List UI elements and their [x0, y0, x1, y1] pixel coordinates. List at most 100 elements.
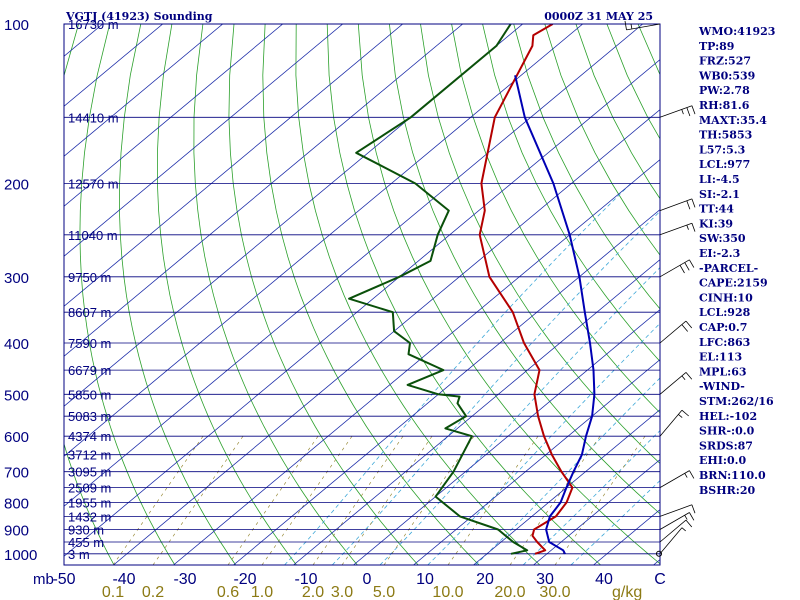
sounding-index: CAP:0.7: [699, 321, 747, 334]
isotherm-line: [64, 24, 283, 207]
mixing-ratio-tick-label: 1.0: [251, 584, 273, 600]
sounding-index: -WIND-: [699, 380, 745, 393]
isotherm-line: [233, 209, 660, 565]
height-label: 8607 m: [68, 305, 111, 320]
dry-adiabat-line: [262, 24, 480, 565]
height-label: 455 m: [68, 535, 104, 550]
sounding-index: KI:39: [699, 217, 733, 230]
pressure-tick-label: 1000: [4, 547, 37, 564]
sounding-index: EI:-2.3: [699, 247, 740, 260]
sounding-index: RH:81.6: [699, 99, 750, 112]
sounding-index: LFC:863: [699, 336, 750, 349]
sounding-index: SI:-2.1: [699, 188, 740, 201]
height-label: 16730 m: [68, 17, 119, 32]
isotherm-line: [533, 459, 660, 565]
isotherm-line: [413, 359, 660, 565]
sounding-index: SHR-:0.0: [699, 425, 755, 438]
sounding-index: LCL:977: [699, 158, 750, 171]
sounding-index: MAXT:35.4: [699, 114, 767, 127]
dry-adiabat-line: [420, 24, 660, 464]
dry-adiabat-line: [228, 24, 419, 565]
temperature-tick-label: 0: [363, 571, 372, 588]
wind-barb-staff: [659, 222, 693, 236]
wind-barb-flag: [686, 200, 691, 210]
mixing-ratio-line: [383, 436, 475, 565]
dry-adiabat-line: [64, 24, 115, 565]
temperature-tick-label: 20: [476, 571, 494, 588]
mixing-ratio-line: [341, 436, 433, 565]
dry-adiabat-line: [156, 24, 297, 565]
sounding-index: BRN:110.0: [699, 469, 766, 482]
height-label: 1432 m: [68, 509, 111, 524]
dry-adiabat-line: [513, 24, 660, 310]
sounding-index: SW:350: [699, 232, 746, 245]
wind-barb-flag: [686, 107, 691, 117]
sounding-index: LCL:928: [699, 306, 751, 319]
wind-barb-staff: [659, 504, 693, 517]
wind-barb-flag: [691, 504, 696, 514]
wind-barb-flag: [685, 519, 693, 528]
wind-barb-staff: [659, 320, 687, 344]
height-label: 5083 m: [68, 409, 111, 424]
wind-barb-staff: [659, 409, 683, 437]
sounding-index: LI:-4.5: [699, 173, 740, 186]
pressure-tick-label: 100: [4, 17, 29, 34]
mixing-ratio-tick-label: 0.1: [102, 584, 124, 600]
temperature-tick-label: 10: [416, 571, 434, 588]
sounding-index: CINH:10: [699, 291, 753, 304]
sounding-index: HEL:-102: [699, 410, 757, 423]
temperature-profile-line: [478, 24, 574, 555]
moist-adiabat-line: [284, 183, 631, 565]
pressure-tick-label: 200: [4, 177, 29, 194]
wind-barb-half-flag: [681, 109, 684, 115]
mixing-ratio-tick-label: 30.0: [539, 584, 570, 600]
height-label: 14410 m: [68, 110, 119, 125]
height-label: 11040 m: [68, 228, 118, 243]
sounding-index: FRZ:527: [699, 55, 751, 68]
wind-barb-half-flag: [681, 527, 686, 532]
wind-barbs: [624, 20, 696, 557]
height-label: 6679 m: [68, 363, 111, 378]
wind-barb-flag: [681, 409, 689, 417]
sounding-series: [348, 24, 596, 555]
isotherm-line: [64, 24, 223, 157]
dry-adiabat-line: [451, 24, 660, 414]
isotherm-line: [293, 259, 660, 565]
height-label: 930 m: [68, 523, 104, 538]
mixing-ratio-tick-label: 20.0: [494, 584, 525, 600]
wind-barb-flag: [689, 512, 695, 521]
pressure-tick-label: 900: [4, 523, 29, 540]
isotherm-line: [64, 24, 343, 257]
wind-barb-flag: [681, 324, 689, 332]
sounding-index: PW:2.78: [699, 84, 750, 97]
wind-barb-flag: [691, 105, 696, 115]
pressure-tick-label: 600: [4, 429, 29, 446]
temperature-tick-label: 40: [595, 571, 613, 588]
sounding-index: TP:89: [699, 40, 734, 53]
dry-adiabat-line: [193, 24, 358, 565]
pressure-tick-label: 400: [4, 336, 29, 353]
wind-barb-flag: [679, 265, 685, 274]
sounding-index: -PARCEL-: [699, 262, 758, 275]
wind-barb-flag: [624, 20, 627, 30]
pressure-tick-label: 800: [4, 495, 29, 512]
sounding-index: WMO:41923: [698, 25, 775, 38]
dry-adiabat-line: [118, 24, 237, 565]
pressure-tick-label: 300: [4, 270, 29, 287]
wind-barb-staff: [659, 512, 690, 530]
sounding-index: TT:44: [699, 203, 734, 216]
chart-title-left: VGTJ (41923) Sounding: [65, 10, 213, 23]
wind-barb-half-flag: [678, 414, 683, 418]
isotherm-line: [473, 409, 660, 565]
sounding-index: SRDS:87: [699, 439, 753, 452]
parcel-profile-line: [514, 75, 596, 555]
mixing-ratio-tick-label: 5.0: [373, 584, 395, 600]
mixing-ratio-tick-label: 3.0: [331, 584, 353, 600]
sounding-index: EL:113: [699, 351, 742, 364]
wind-barb-staff: [659, 198, 693, 211]
sounding-index: TH:5853: [699, 129, 752, 142]
sounding-index: MPL:63: [699, 365, 747, 378]
sounding-index: EHI:0.0: [699, 454, 746, 467]
